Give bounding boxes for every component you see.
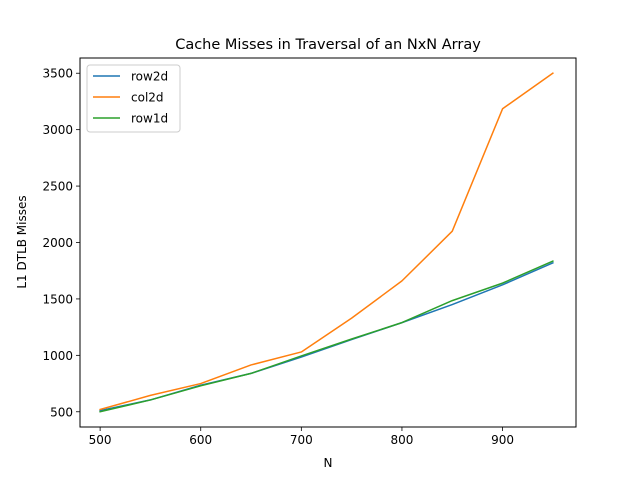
series-layer (99, 72, 554, 413)
y-axis-label: L1 DTLB Misses (15, 195, 29, 288)
x-tick-label: 800 (390, 433, 413, 447)
chart-title: Cache Misses in Traversal of an NxN Arra… (175, 37, 481, 53)
x-axis-label: N (324, 456, 333, 470)
y-tick-label: 3500 (42, 67, 73, 81)
series-line-row1d (99, 260, 554, 413)
y-tick-label: 1000 (42, 349, 73, 363)
x-tick-label: 500 (89, 433, 112, 447)
x-tick-label: 900 (491, 433, 514, 447)
x-tick-label: 600 (189, 433, 212, 447)
y-tick-label: 500 (50, 405, 73, 419)
ticks-layer: 500 600 700 800 900 500 1000 1500 2000 2500 3000 35… (42, 67, 514, 447)
y-tick-label: 2000 (42, 236, 73, 250)
legend-label-row1d: row1d (131, 112, 168, 126)
legend-box (86, 64, 181, 133)
x-tick-label: 700 (290, 433, 313, 447)
legend-label-col2d: col2d (131, 91, 164, 105)
y-tick-label: 3000 (42, 123, 73, 137)
legend: row2d col2d row1d (86, 64, 181, 133)
y-tick-label: 2500 (42, 180, 73, 194)
series-line-row2d (99, 261, 554, 412)
y-tick-label: 1500 (42, 292, 73, 306)
series-line-col2d (99, 72, 554, 411)
legend-label-row2d: row2d (131, 70, 168, 84)
